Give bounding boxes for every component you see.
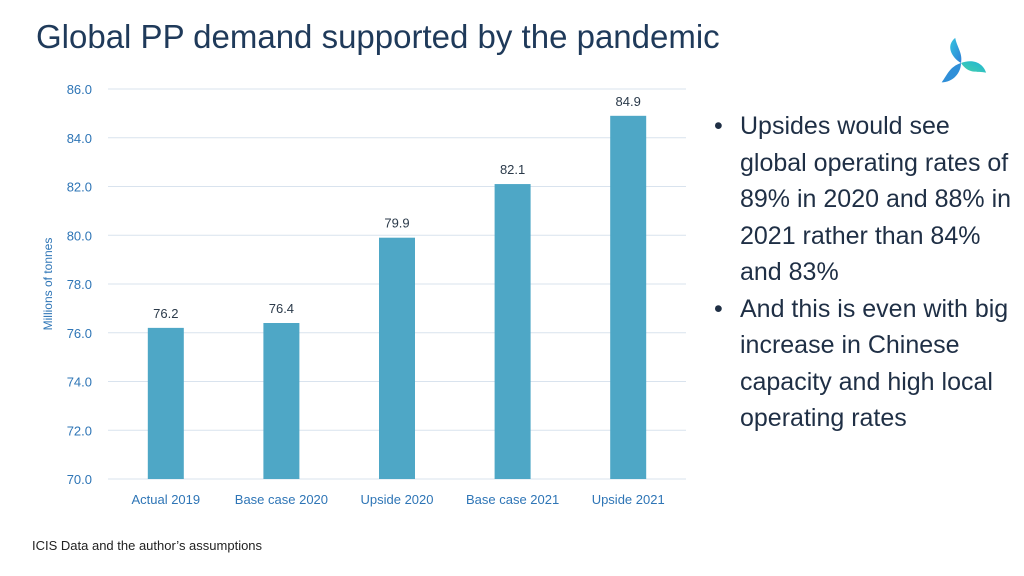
y-tick-label: 74.0 [67, 375, 92, 390]
source-note: ICIS Data and the author’s assumptions [32, 538, 263, 553]
chart-data-labels: 76.2 76.4 79.9 82.1 84.9 [153, 94, 641, 321]
bar-chart: 70.0 72.0 74.0 76.0 78.0 80.0 82.0 84.0 86.0 76.… [41, 82, 686, 507]
y-tick-label: 84.0 [67, 131, 92, 146]
data-label: 84.9 [616, 94, 641, 109]
data-label: 82.1 [500, 162, 525, 177]
x-category-label: Base case 2021 [466, 492, 559, 507]
y-tick-label: 72.0 [67, 423, 92, 438]
bullet-item: And this is even with big increase in Ch… [714, 291, 1014, 437]
bar [379, 237, 415, 479]
y-tick-label: 78.0 [67, 277, 92, 292]
y-axis-ticks: 70.0 72.0 74.0 76.0 78.0 80.0 82.0 84.0 86.0 [67, 82, 92, 487]
data-label: 79.9 [384, 216, 409, 231]
triskelion-logo-icon [941, 37, 987, 83]
chart-bars [147, 115, 647, 479]
bar [494, 184, 531, 479]
y-tick-label: 70.0 [67, 472, 92, 487]
y-axis-label: Millions of tonnes [41, 238, 55, 331]
y-tick-label: 76.0 [67, 326, 92, 341]
bar [147, 327, 184, 479]
x-category-label: Upside 2021 [592, 492, 665, 507]
x-category-label: Base case 2020 [235, 492, 328, 507]
bullet-item: Upsides would see global operating rates… [714, 108, 1014, 291]
y-tick-label: 80.0 [67, 228, 92, 243]
data-label: 76.2 [153, 306, 178, 321]
y-tick-label: 82.0 [67, 180, 92, 195]
bullet-list: Upsides would see global operating rates… [714, 108, 1014, 437]
bar [610, 115, 647, 479]
bar [263, 323, 300, 479]
x-category-label: Actual 2019 [131, 492, 200, 507]
x-category-label: Upside 2020 [361, 492, 434, 507]
x-axis-categories: Actual 2019 Base case 2020 Upside 2020 Base… [131, 492, 664, 507]
y-tick-label: 86.0 [67, 82, 92, 97]
slide-title: Global PP demand supported by the pandem… [36, 18, 720, 55]
data-label: 76.4 [269, 301, 294, 316]
